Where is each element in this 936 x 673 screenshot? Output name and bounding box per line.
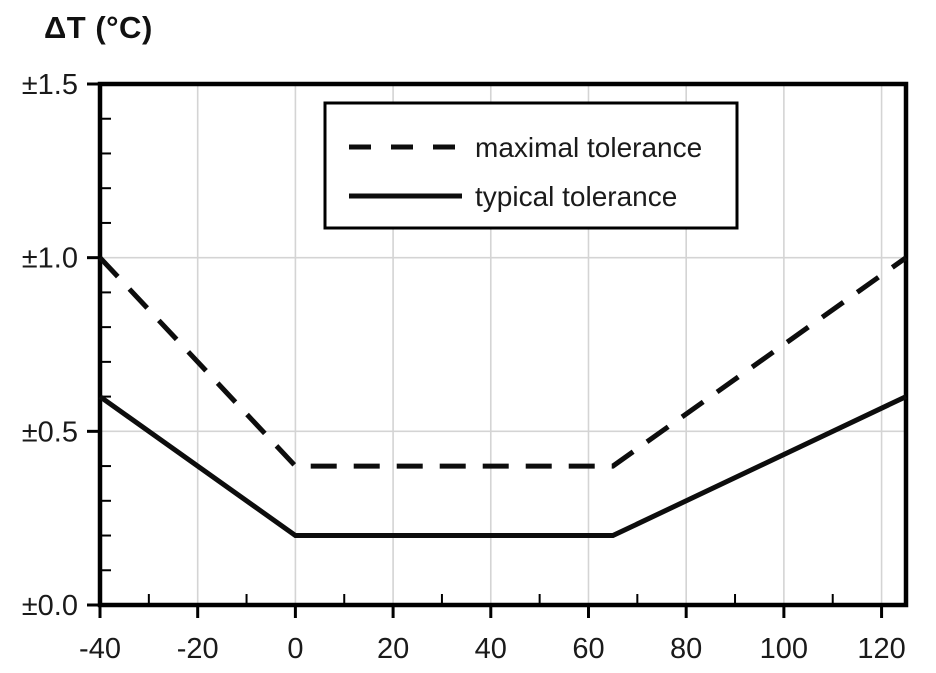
x-tick-label: 80 <box>670 633 702 665</box>
x-tick-label: 0 <box>287 633 303 665</box>
legend-label-typical-tolerance: typical tolerance <box>475 181 677 212</box>
x-tick-label: -40 <box>79 633 121 665</box>
series-line-maximal-tolerance <box>98 255 908 469</box>
x-tick-label: 40 <box>475 633 507 665</box>
y-tick-label: ±1.0 <box>22 243 78 275</box>
y-tick-label: ±0.0 <box>22 590 78 622</box>
y-axis-title: ΔT (°C) <box>44 10 153 45</box>
x-tick-label: 20 <box>377 633 409 665</box>
x-tick-label: -20 <box>177 633 219 665</box>
legend-label-maximal-tolerance: maximal tolerance <box>475 132 702 163</box>
x-tick-label: 120 <box>857 633 905 665</box>
y-tick-label: ±1.5 <box>22 69 78 101</box>
series-line-typical-tolerance <box>98 394 908 539</box>
x-tick-label: 60 <box>572 633 604 665</box>
y-tick-label: ±0.5 <box>22 416 78 448</box>
legend-box <box>323 101 739 230</box>
x-tick-label: 100 <box>760 633 808 665</box>
plot-frame <box>97 81 909 608</box>
